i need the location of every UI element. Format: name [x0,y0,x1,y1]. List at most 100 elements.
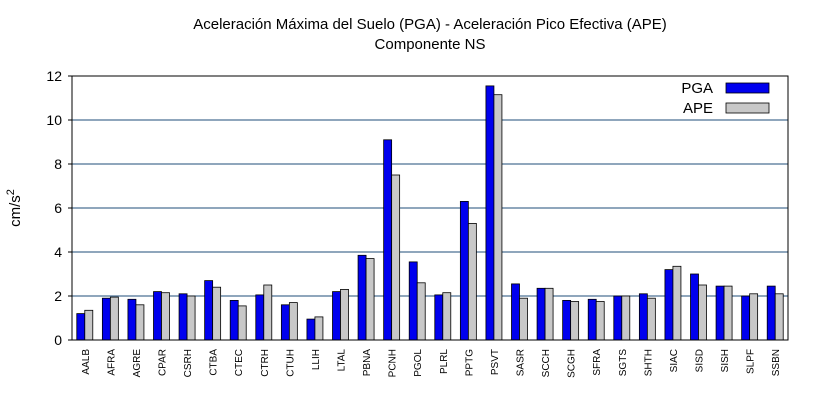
bar-ape-ctuh [288,302,298,341]
bar-ape-sfra [595,301,605,341]
bar-ape-scgh [570,301,580,341]
bar-ape-llih [314,316,324,341]
bar-ape-sish [723,285,733,341]
bar-ape-plrl [442,292,452,341]
x-tick-label: CTRH [260,349,271,377]
x-tick-label: AFRA [106,349,117,376]
y-tick-label: 4 [54,244,62,260]
legend-swatch [725,82,770,94]
bar-pga-ctec [229,299,239,341]
bar-pga-scgh [562,299,572,341]
bar-pga-ctrh [255,294,265,341]
bar-pga-sasr [511,283,520,341]
bar-pga-pcnh [383,139,393,341]
x-tick-label: SHTH [643,349,654,376]
legend-swatch [725,102,770,114]
y-tick-label: 8 [54,156,62,172]
x-tick-label: CPAR [158,349,169,376]
bar-ape-ctba [212,286,222,341]
bar-ape-aalb [84,309,94,341]
y-tick-label: 6 [54,200,62,216]
x-tick-label: PGOL [413,349,424,377]
x-tick-label: AALB [81,349,92,375]
x-tick-label: SCGH [567,349,578,378]
bar-pga-psvt [485,85,495,341]
bar-pga-ssbn [766,285,776,341]
y-tick-label: 0 [54,332,62,348]
bar-ape-sgts [621,295,631,341]
bar-ape-ltal [340,288,349,341]
x-tick-label: SISD [695,349,706,372]
x-tick-label: SIAC [669,349,680,372]
x-tick-label: CTBA [209,349,220,376]
bar-pga-aalb [76,313,86,341]
plot-frame [71,75,789,341]
bar-pga-pgol [408,261,418,341]
bar-pga-sish [715,285,725,341]
bar-ape-slpf [749,293,759,341]
bar-pga-sisd [690,273,699,341]
x-tick-label: CSRH [183,349,194,377]
x-tick-label: PLRL [439,349,450,374]
bar-ape-agre [135,304,145,341]
bar-pga-llih [306,318,316,341]
y-tick-label: 2 [54,288,62,304]
bar-pga-ctuh [280,304,290,341]
legend-label: PGA [681,80,713,97]
bar-ape-sasr [519,297,528,341]
x-tick-label: LTAL [337,349,348,372]
bar-pga-pptg [459,200,469,341]
x-tick-label: SASR [516,349,527,376]
bar-ape-scch [544,287,554,341]
x-tick-label: CTEC [234,349,245,376]
bar-pga-slpf [741,295,751,341]
y-tick-label: 10 [46,112,62,128]
bar-pga-pbna [357,254,367,341]
bar-ape-csrh [186,295,196,341]
x-tick-label: CTUH [285,349,296,377]
bar-ape-pbna [365,258,375,341]
y-axis-label: cm/s2 [5,189,24,227]
chart-title: Aceleración Máxima del Suelo (PGA) - Ace… [193,16,667,33]
x-tick-label: PBNA [362,349,373,377]
y-tick-label: 12 [46,68,62,84]
x-tick-label: SSBN [771,349,782,376]
bar-pga-cpar [153,291,162,341]
x-tick-label: PSVT [490,349,501,375]
bar-ape-afra [109,296,119,341]
bar-pga-plrl [434,294,444,341]
bar-ape-shth [646,297,656,341]
bar-pga-siac [664,269,674,341]
x-tick-label: PCNH [388,349,399,377]
bar-pga-sgts [613,295,623,341]
bar-ape-ctrh [263,284,273,341]
bar-pga-afra [101,297,111,341]
x-tick-label: SFRA [592,349,603,376]
bar-pga-scch [536,287,546,341]
bar-ape-ctec [237,305,247,341]
bar-pga-csrh [178,293,188,341]
x-tick-label: LLIH [311,349,322,370]
bar-pga-sfra [587,298,597,341]
bar-pga-agre [127,298,137,341]
x-tick-label: SISH [720,349,731,372]
bar-pga-ctba [204,280,214,341]
bar-ape-pptg [467,222,477,341]
chart-subtitle: Componente NS [374,36,486,53]
bar-pga-ltal [332,291,341,341]
x-tick-label: AGRE [132,349,143,378]
x-tick-label: SCCH [541,349,552,377]
x-tick-label: SGTS [618,349,629,377]
bar-ape-ssbn [774,293,784,341]
bar-ape-cpar [161,292,170,341]
bar-ape-psvt [493,94,503,341]
bar-ape-siac [672,265,682,341]
legend-label: APE [683,100,713,117]
x-tick-label: PPTG [464,349,475,376]
bar-ape-pgol [416,282,426,341]
x-tick-label: SLPF [746,349,757,374]
bar-ape-pcnh [391,174,401,341]
bar-pga-shth [638,293,648,341]
